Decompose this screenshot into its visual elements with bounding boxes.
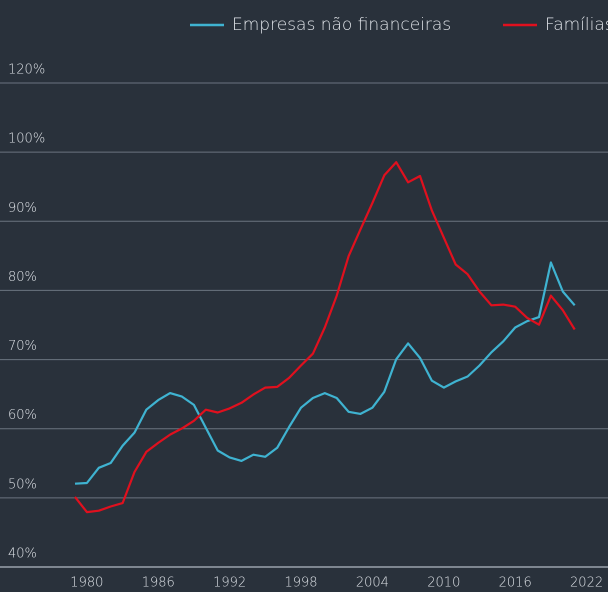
y-tick-label: 100% — [8, 132, 45, 147]
x-tick-label: 2016 — [499, 576, 532, 591]
y-tick-label: 40% — [8, 547, 37, 562]
x-tick-label: 1998 — [284, 576, 317, 591]
x-tick-label: 2004 — [356, 576, 389, 591]
y-tick-label: 60% — [8, 408, 37, 423]
x-tick-label: 1986 — [142, 576, 175, 591]
series-line — [74, 261, 576, 485]
x-tick-label: 2022 — [570, 576, 603, 591]
y-tick-label: 120% — [8, 63, 45, 78]
series-line — [74, 161, 576, 514]
y-tick-label: 90% — [8, 201, 37, 216]
y-tick-label: 50% — [8, 477, 37, 492]
x-tick-label: 1980 — [70, 576, 103, 591]
x-tick-label: 1992 — [213, 576, 246, 591]
y-tick-label: 80% — [8, 270, 37, 285]
y-tick-label: 70% — [8, 339, 37, 354]
legend-label: Empresas não financeiras — [232, 15, 451, 35]
legend-label: Famílias — [545, 15, 608, 35]
x-tick-label: 2010 — [427, 576, 460, 591]
